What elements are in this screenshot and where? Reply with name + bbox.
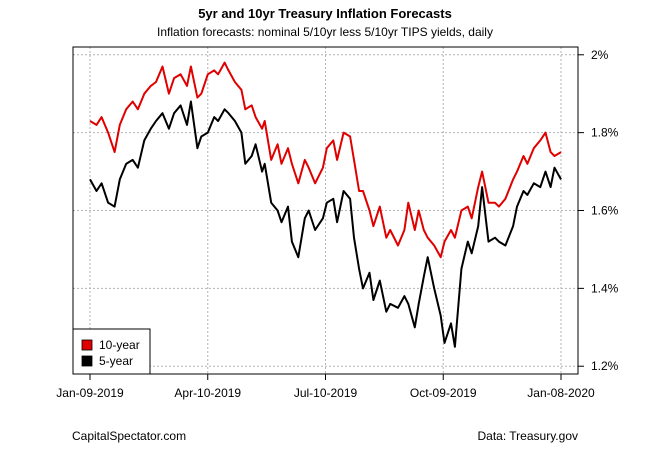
legend: 10-year 5-year: [72, 328, 151, 375]
footer-data-source: Data: Treasury.gov: [477, 429, 579, 443]
legend-swatch: [81, 355, 93, 367]
x-tick-label: Jan-08-2020: [527, 386, 595, 400]
x-tick-label: Jan-09-2019: [56, 386, 124, 400]
x-tick-label: Oct-09-2019: [410, 386, 477, 400]
legend-swatch: [81, 339, 93, 351]
chart-subtitle: Inflation forecasts: nominal 5/10yr less…: [157, 25, 493, 39]
y-tick-label: 2%: [591, 48, 609, 62]
y-tick-label: 1.6%: [591, 204, 619, 218]
series-line-10-year: [89, 61, 562, 259]
legend-label: 10-year: [99, 338, 140, 352]
x-tick-label: Jul-10-2019: [294, 386, 358, 400]
y-tick-label: 1.8%: [591, 126, 619, 140]
series-line-5-year: [89, 100, 562, 348]
legend-label: 5-year: [99, 354, 133, 368]
y-tick-label: 1.2%: [591, 359, 619, 373]
x-tick-label: Apr-10-2019: [174, 386, 241, 400]
legend-box: [72, 328, 151, 375]
chart-title: 5yr and 10yr Treasury Inflation Forecast…: [198, 6, 452, 21]
y-tick-label: 1.4%: [591, 281, 619, 295]
footer-source-site: CapitalSpectator.com: [72, 429, 187, 443]
